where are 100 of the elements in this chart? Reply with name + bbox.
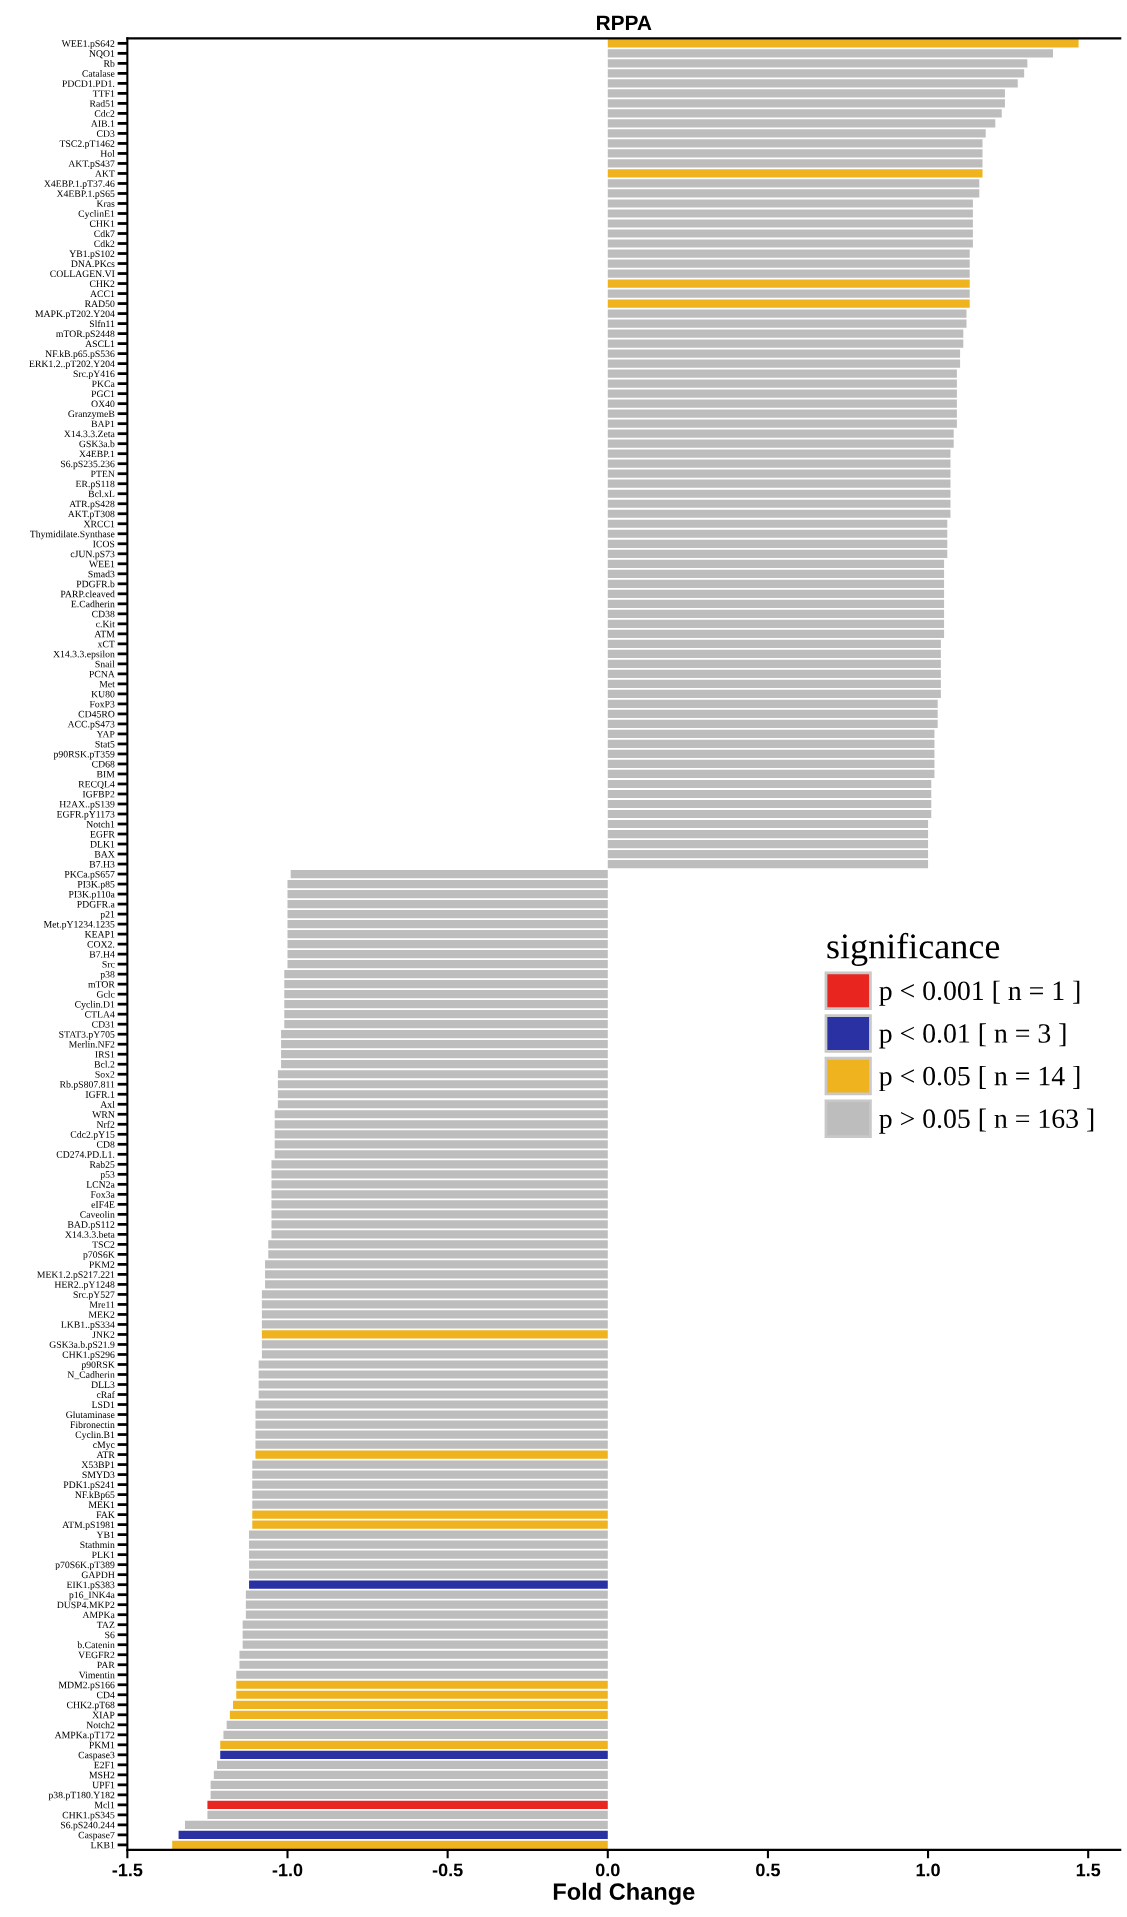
bar xyxy=(287,920,608,929)
bar xyxy=(607,399,957,408)
y-tick-label: xCT xyxy=(97,640,115,648)
y-tick-label: IGFR.1 xyxy=(85,1091,115,1098)
bar xyxy=(268,1240,608,1249)
y-tick-label: p53 xyxy=(100,1171,115,1180)
bar xyxy=(268,1250,608,1259)
bar xyxy=(607,749,935,759)
y-tick-label: CTLA4 xyxy=(85,1011,115,1018)
y-tick-label: GSK3a.b xyxy=(79,440,115,448)
y-tick-label: LSD1 xyxy=(91,1401,115,1408)
y-tick-label: AMPKa.pT172 xyxy=(54,1731,115,1741)
y-tick-label: MEK1 xyxy=(88,1501,115,1508)
y-tick-label: DNA.PKcs xyxy=(71,260,115,268)
x-tick-label: 0.5 xyxy=(756,1863,780,1877)
bar xyxy=(607,539,948,548)
bar xyxy=(287,930,608,939)
bar xyxy=(236,1690,608,1699)
y-tick-label: CyclinE1 xyxy=(78,210,115,219)
y-tick-label: YAP xyxy=(96,730,115,738)
y-tick-label: AIB.1 xyxy=(90,120,115,127)
y-tick-label: LCN2a xyxy=(86,1181,115,1188)
y-tick-label: p70S6K.pT389 xyxy=(55,1561,115,1571)
y-tick-label: CD3 xyxy=(96,130,115,137)
y-tick-label: Stat5 xyxy=(95,740,115,748)
y-tick-label: TSC2 xyxy=(92,1241,115,1248)
bar xyxy=(271,1200,608,1209)
y-tick-label: STAT3.pY705 xyxy=(59,1031,115,1040)
y-tick-label: YB1 xyxy=(96,1531,115,1539)
bar xyxy=(252,1510,608,1519)
y-tick-label: CHK2 xyxy=(89,280,115,288)
y-tick-label: DUSP4.MKP2 xyxy=(57,1601,115,1609)
bar xyxy=(607,689,941,699)
bar xyxy=(607,579,945,588)
bar xyxy=(607,759,935,769)
y-tick-label: Rb.pS807.811 xyxy=(59,1080,115,1090)
bar xyxy=(287,889,608,899)
y-tick-label: Bcl.xL xyxy=(88,490,115,498)
bar xyxy=(245,1590,608,1599)
bar xyxy=(607,89,1005,98)
y-tick-label: cJUN.pS73 xyxy=(70,550,115,560)
bar xyxy=(249,1530,608,1539)
y-tick-label: DLK1 xyxy=(90,840,115,848)
y-tick-label: WRN xyxy=(92,1111,115,1118)
bar xyxy=(607,479,951,488)
y-tick-label: MSH2 xyxy=(89,1771,115,1779)
bar xyxy=(210,1780,608,1789)
bar xyxy=(607,769,935,779)
y-tick-label: Src xyxy=(102,961,115,968)
y-tick-label: Met xyxy=(99,680,115,688)
bar xyxy=(210,1790,608,1799)
bar xyxy=(607,649,941,658)
y-tick-label: Met.pY1234.1235 xyxy=(43,921,115,930)
y-tick-label: VEGFR2 xyxy=(78,1651,115,1659)
y-tick-label: CD31 xyxy=(92,1021,115,1028)
bar xyxy=(607,639,941,648)
bar xyxy=(172,1840,608,1849)
bar xyxy=(607,739,935,749)
bar xyxy=(607,559,945,568)
bar xyxy=(271,1210,608,1219)
y-tick-label: PKM1 xyxy=(89,1741,115,1749)
y-tick-label: CD38 xyxy=(92,610,115,618)
bar xyxy=(607,489,951,498)
bar xyxy=(249,1540,608,1549)
y-tick-label: PI3K.p85 xyxy=(77,880,115,890)
x-tick-label: -0.5 xyxy=(432,1863,463,1877)
bar xyxy=(607,439,954,448)
y-tick-label: PDCD1.PD1. xyxy=(62,80,115,87)
bar xyxy=(287,909,608,919)
y-tick-label: E2F1 xyxy=(94,1761,115,1769)
bar xyxy=(607,839,929,849)
bar xyxy=(281,1030,608,1039)
y-tick-label: Cdc2.pY15 xyxy=(70,1130,115,1140)
bar xyxy=(607,519,948,528)
y-tick-label: AKT.pT308 xyxy=(67,510,115,520)
bar xyxy=(281,1060,608,1069)
y-tick-label: PLK1 xyxy=(91,1551,115,1559)
y-tick-label: X4EBP.1.pT37.46 xyxy=(44,180,115,189)
bar xyxy=(287,879,608,889)
y-tick-label: NF.kBp65 xyxy=(75,1491,115,1501)
y-tick-label: Bcl.2 xyxy=(94,1060,115,1068)
y-tick-label: Rad51 xyxy=(89,100,115,107)
y-tick-label: PAR xyxy=(97,1661,115,1669)
y-tick-label: Cdc2 xyxy=(94,110,115,117)
bar xyxy=(245,1600,608,1609)
bar xyxy=(607,779,932,789)
bar xyxy=(255,1450,608,1459)
bar xyxy=(607,419,957,428)
y-tick-label: E.Cadherin xyxy=(71,600,115,608)
bar xyxy=(252,1520,608,1529)
y-tick-label: PKCa.pS657 xyxy=(64,871,115,880)
bar xyxy=(607,79,1018,88)
y-tick-label: X4EBP.1 xyxy=(79,450,115,458)
y-tick-label: B7.H4 xyxy=(89,951,115,958)
bar xyxy=(607,619,945,628)
legend-label: p < 0.01 [ n = 3 ] xyxy=(879,1023,1066,1049)
y-tick-label: BAX xyxy=(94,851,115,858)
y-tick-label: MAPK.pT202.Y204 xyxy=(35,310,115,320)
y-tick-label: ER.pS118 xyxy=(75,480,115,490)
y-tick-label: Nrf2 xyxy=(96,1120,115,1128)
